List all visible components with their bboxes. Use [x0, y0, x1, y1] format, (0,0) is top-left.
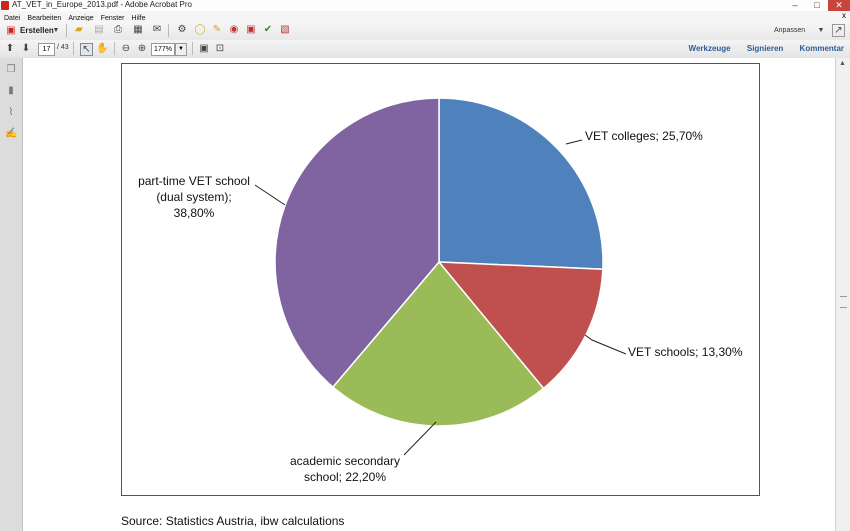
scroll-grip[interactable] — [840, 296, 847, 308]
page-number-input[interactable]: 17 — [38, 43, 55, 56]
attachments-panel-icon[interactable]: ⌇ — [8, 107, 14, 118]
close-document-button[interactable]: x — [842, 11, 846, 20]
slice-label: VET colleges; 25,70% — [585, 129, 703, 143]
sign-link[interactable]: Signieren — [746, 44, 784, 53]
separator — [192, 42, 193, 55]
customize-dropdown-icon[interactable]: ▼ — [817, 27, 825, 34]
check-icon[interactable]: ✔ — [263, 24, 273, 35]
leader-line — [584, 334, 627, 355]
comment-icon[interactable]: ◯ — [194, 24, 206, 35]
expand-icon[interactable]: ↗ — [832, 24, 845, 37]
maximize-button[interactable]: □ — [814, 0, 820, 10]
customize-button[interactable]: Anpassen — [774, 27, 806, 34]
zoom-in-icon[interactable]: ⊕ — [137, 43, 147, 54]
email-icon[interactable]: ✉ — [152, 24, 162, 35]
vertical-scrollbar[interactable]: ▲ — [835, 58, 850, 531]
chart-frame — [121, 63, 760, 496]
leader-line — [565, 139, 583, 145]
highlight-icon[interactable]: ✎ — [212, 24, 222, 35]
create-dropdown-icon[interactable]: ▼ — [52, 27, 60, 34]
prev-page-icon[interactable]: ⬆ — [5, 43, 15, 54]
comment-link[interactable]: Kommentar — [799, 44, 844, 53]
redact-icon[interactable]: ▧ — [280, 24, 290, 35]
next-page-icon[interactable]: ⬇ — [21, 43, 31, 54]
bookmarks-panel-icon[interactable]: ▮ — [8, 85, 14, 96]
scroll-up-icon[interactable]: ▲ — [839, 60, 846, 67]
close-button[interactable]: ✕ — [828, 0, 850, 11]
pie-slice — [438, 97, 604, 270]
menu-help[interactable]: Hilfe — [131, 15, 146, 22]
minimize-button[interactable]: – — [792, 0, 798, 10]
main-toolbar: ▣ Erstellen ▼ ▰ ▤ ⎙ ▦ ✉ ⚙ ◯ ✎ ◉ ▣ ✔ ▧ An… — [0, 21, 850, 41]
slice-label: part-time VET school (dual system); 38,80% — [138, 174, 250, 220]
window-title: AT_VET_in_Europe_2013.pdf - Adobe Acroba… — [12, 0, 192, 9]
attach-icon[interactable]: ▣ — [246, 24, 256, 35]
menu-window[interactable]: Fenster — [100, 15, 125, 22]
tools-link[interactable]: Werkzeuge — [688, 44, 731, 53]
select-tool-icon[interactable]: ↖ — [80, 43, 93, 56]
fit-page-icon[interactable]: ▣ — [199, 43, 209, 54]
acrobat-icon — [1, 1, 9, 10]
separator — [114, 42, 115, 55]
slice-label: academic secondary school; 22,20% — [290, 454, 400, 484]
source-note: Source: Statistics Austria, ibw calculat… — [121, 514, 345, 528]
create-icon[interactable]: ▣ — [6, 25, 16, 36]
print-icon[interactable]: ⎙ — [114, 24, 122, 35]
stamp-icon[interactable]: ◉ — [229, 24, 239, 35]
pie-slice — [331, 260, 545, 427]
gear-icon[interactable]: ⚙ — [177, 24, 187, 35]
leader-line — [403, 421, 437, 456]
slice-label: VET schools; 13,30% — [628, 345, 743, 359]
zoom-input[interactable]: 177% — [151, 43, 175, 56]
file-open-icon[interactable]: ▰ — [75, 24, 83, 35]
separator — [66, 24, 67, 37]
menu-bar: Datei Bearbeiten Anzeige Fenster Hilfe x — [0, 11, 850, 22]
pane-links: Werkzeuge Signieren Kommentar — [675, 44, 844, 53]
pie-slice — [274, 97, 440, 389]
page-total: / 43 — [57, 44, 69, 51]
signatures-panel-icon[interactable]: ✍ — [5, 128, 18, 139]
menu-view[interactable]: Anzeige — [68, 15, 94, 22]
separator — [73, 42, 74, 55]
fit-width-icon[interactable]: ⊡ — [215, 43, 225, 54]
leader-line — [254, 184, 286, 206]
hand-tool-icon[interactable]: ✋ — [96, 43, 109, 54]
separator — [168, 24, 169, 37]
settings-icon[interactable]: ▦ — [133, 24, 143, 35]
zoom-out-icon[interactable]: ⊖ — [121, 43, 131, 54]
menu-file[interactable]: Datei — [4, 15, 21, 22]
save-icon[interactable]: ▤ — [94, 24, 104, 35]
navigation-panel: ❐ ▮ ⌇ ✍ — [0, 58, 23, 531]
pages-panel-icon[interactable]: ❐ — [6, 64, 16, 75]
menu-edit[interactable]: Bearbeiten — [27, 15, 62, 22]
create-button[interactable]: Erstellen — [20, 26, 54, 35]
zoom-dropdown-icon[interactable]: ▼ — [175, 43, 187, 56]
